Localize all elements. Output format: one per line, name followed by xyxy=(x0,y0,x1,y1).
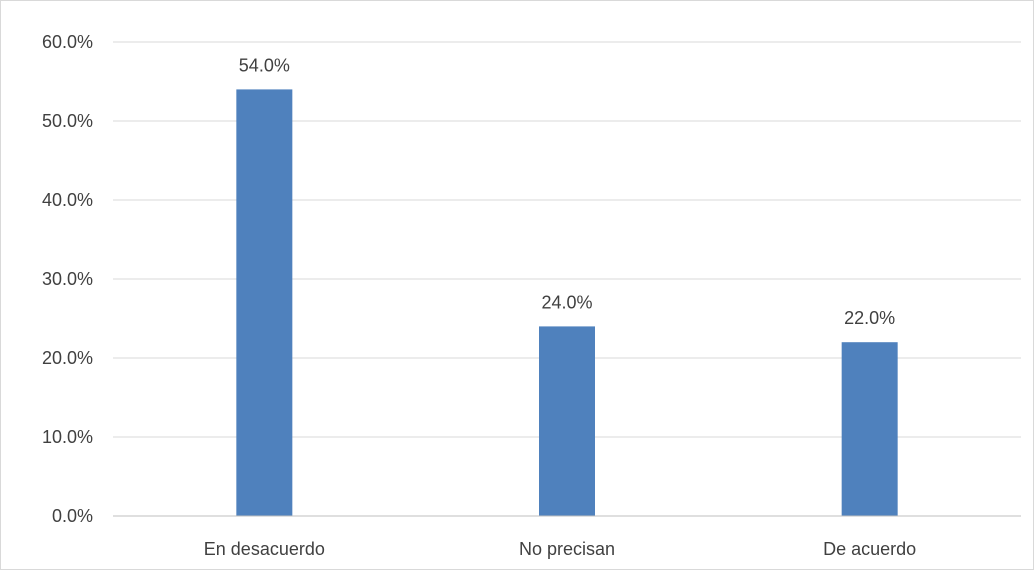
y-tick-label: 0.0% xyxy=(52,506,93,526)
y-tick-label: 10.0% xyxy=(42,427,93,447)
y-axis-tick-labels: 0.0% 10.0% 20.0% 30.0% 40.0% 50.0% 60.0% xyxy=(42,32,93,526)
y-tick-label: 30.0% xyxy=(42,269,93,289)
x-category-label: De acuerdo xyxy=(823,539,916,559)
x-axis-category-labels: En desacuerdo No precisan De acuerdo xyxy=(204,539,916,559)
bar xyxy=(539,326,595,516)
data-label: 22.0% xyxy=(844,308,895,328)
y-tick-label: 40.0% xyxy=(42,190,93,210)
y-tick-label: 50.0% xyxy=(42,111,93,131)
x-category-label: No precisan xyxy=(519,539,615,559)
bar xyxy=(236,89,293,517)
data-labels: 54.0% 24.0% 22.0% xyxy=(239,55,895,328)
bar xyxy=(841,342,898,516)
y-tick-label: 60.0% xyxy=(42,32,93,52)
x-category-label: En desacuerdo xyxy=(204,539,325,559)
data-label: 54.0% xyxy=(239,55,290,75)
data-label: 24.0% xyxy=(541,292,592,312)
bars xyxy=(236,89,898,517)
y-tick-label: 20.0% xyxy=(42,348,93,368)
